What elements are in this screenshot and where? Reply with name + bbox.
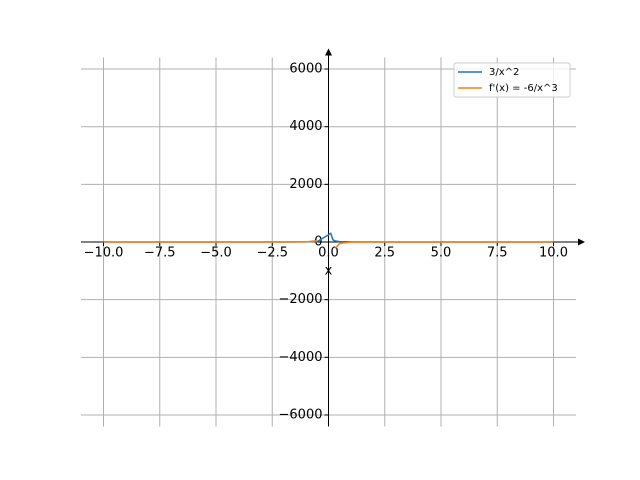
- legend: 3/x^2 f'(x) = -6/x^3: [453, 62, 571, 98]
- legend-box: [453, 62, 571, 98]
- y-tick-label: −2000: [279, 292, 323, 307]
- y-tick-label: 6000: [289, 62, 322, 77]
- x-tick-label: 2.5: [374, 246, 395, 261]
- x-tick-label: −10.0: [84, 246, 124, 261]
- y-tick-label: 4000: [289, 119, 322, 134]
- y-tick-label: 0: [314, 235, 322, 250]
- legend-label: 3/x^2: [489, 67, 519, 78]
- legend-label: f'(x) = -6/x^3: [489, 83, 558, 94]
- y-tick-label: −4000: [279, 350, 323, 365]
- x-tick-label: −5.0: [200, 246, 232, 261]
- x-tick-label: −7.5: [144, 246, 176, 261]
- x-tick-label: 0.0: [318, 246, 339, 261]
- x-tick-label: 10.0: [539, 246, 568, 261]
- x-axis-arrow: [578, 238, 585, 246]
- line-series: [103, 239, 554, 249]
- x-tick-label: 7.5: [487, 246, 508, 261]
- x-tick-label: 5.0: [431, 246, 452, 261]
- y-tick-label: −6000: [279, 407, 323, 422]
- y-tick-label: 2000: [289, 177, 322, 192]
- y-axis-arrow: [325, 48, 332, 56]
- x-tick-label: −2.5: [256, 246, 288, 261]
